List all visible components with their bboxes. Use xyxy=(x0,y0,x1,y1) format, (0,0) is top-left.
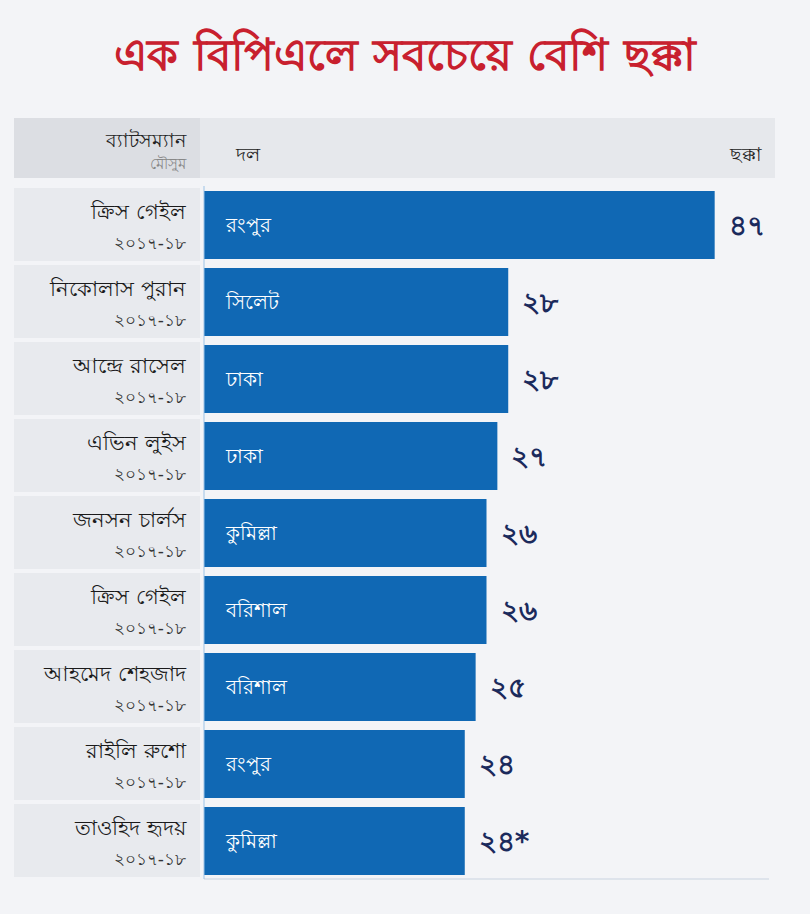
svg-text:২০১৭-১৮: ২০১৭-১৮ xyxy=(114,849,186,869)
svg-text:২৮: ২৮ xyxy=(522,363,559,396)
svg-text:ক্রিস গেইল: ক্রিস গেইল xyxy=(90,585,186,609)
html-text:ছক্কা: ছক্কা xyxy=(730,143,762,165)
html-text:মৌসুম: মৌসুম xyxy=(150,155,186,173)
svg-text:জনসন চার্লস: জনসন চার্লস xyxy=(72,507,187,532)
svg-text:২০১৭-১৮: ২০১৭-১৮ xyxy=(114,387,186,407)
svg-text:বরিশাল: বরিশাল xyxy=(225,675,288,699)
svg-text:নিকোলাস পুরান: নিকোলাস পুরান xyxy=(49,277,186,301)
svg-text:২৬: ২৬ xyxy=(501,594,537,627)
svg-text:রাইলি রুশো: রাইলি রুশো xyxy=(85,739,187,763)
svg-text:২০১৭-১৮: ২০১৭-১৮ xyxy=(114,618,186,638)
svg-text:রংপুর: রংপুর xyxy=(225,213,272,237)
svg-text:২০১৭-১৮: ২০১৭-১৮ xyxy=(114,464,186,484)
svg-text:এভিন লুইস: এভিন লুইস xyxy=(87,431,187,455)
svg-text:কুমিল্লা: কুমিল্লা xyxy=(225,521,278,545)
svg-text:ঢাকা: ঢাকা xyxy=(225,444,264,468)
svg-text:তাওহিদ হৃদয়: তাওহিদ হৃদয় xyxy=(74,816,187,840)
html-text:এক বিপিএলে সবচেয়ে বেশি ছক্কা: এক বিপিএলে সবচেয়ে বেশি ছক্কা xyxy=(114,29,696,80)
svg-text:২০১৭-১৮: ২০১৭-১৮ xyxy=(114,772,186,792)
svg-text:২০১৭-১৮: ২০১৭-১৮ xyxy=(114,695,186,715)
svg-text:আহমেদ শেহজাদ: আহমেদ শেহজাদ xyxy=(43,662,187,686)
svg-text:২৪: ২৪ xyxy=(479,748,515,781)
svg-text:২০১৭-১৮: ২০১৭-১৮ xyxy=(114,541,186,561)
svg-text:২৫: ২৫ xyxy=(490,671,526,704)
html-text:দল: দল xyxy=(236,143,260,165)
svg-text:৪৭: ৪৭ xyxy=(729,209,765,242)
svg-text:২৭: ২৭ xyxy=(511,440,547,473)
svg-text:ঢাকা: ঢাকা xyxy=(225,367,264,391)
svg-text:কুমিল্লা: কুমিল্লা xyxy=(225,829,278,853)
svg-text:২০১৭-১৮: ২০১৭-১৮ xyxy=(114,233,186,253)
svg-text:আন্দ্রে রাসেল: আন্দ্রে রাসেল xyxy=(72,354,186,378)
svg-text:২৬: ২৬ xyxy=(501,517,537,550)
svg-text:২০১৭-১৮: ২০১৭-১৮ xyxy=(114,310,186,330)
svg-text:বরিশাল: বরিশাল xyxy=(225,598,288,622)
svg-text:২৮: ২৮ xyxy=(522,286,559,319)
html-text:ব্যাটসম্যান: ব্যাটসম্যান xyxy=(106,129,186,151)
svg-text:সিলেট: সিলেট xyxy=(225,290,280,314)
svg-text:২৪*: ২৪* xyxy=(479,825,530,858)
svg-text:ক্রিস গেইল: ক্রিস গেইল xyxy=(90,200,186,224)
svg-text:রংপুর: রংপুর xyxy=(225,752,272,776)
